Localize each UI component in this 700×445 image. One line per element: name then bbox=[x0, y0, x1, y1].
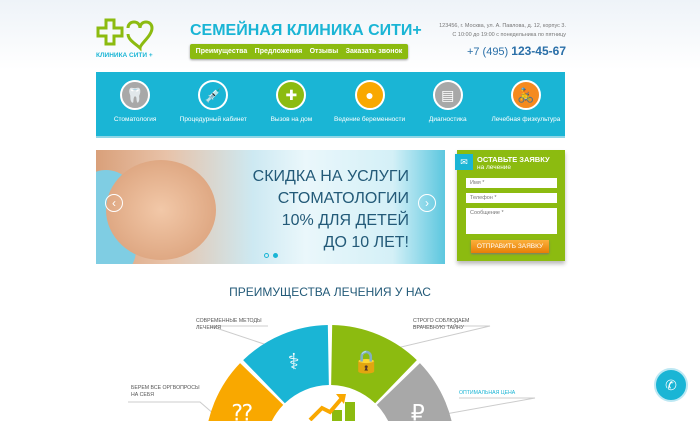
service-label: Ведение беременности bbox=[334, 116, 406, 123]
service-item[interactable]: 🚴 Лечебная физкультура bbox=[487, 72, 565, 136]
service-item[interactable]: ✚ Вызов на дом bbox=[252, 72, 330, 136]
advantage-label-price: ОПТИМАЛЬНАЯ ЦЕНА bbox=[459, 390, 516, 396]
logo-text: КЛИНИКА СИТИ + bbox=[96, 52, 153, 59]
service-item[interactable]: ● Ведение беременности bbox=[331, 72, 409, 136]
service-item[interactable]: 💉 Процедурный кабинет bbox=[174, 72, 252, 136]
bike-icon: 🚴 bbox=[510, 80, 541, 110]
services-bar: 🦷 Стоматология 💉 Процедурный кабинет ✚ Вызов … bbox=[96, 72, 565, 138]
promo-line: СТОМАТОЛОГИИ bbox=[277, 190, 409, 207]
request-form: ✉ ОСТАВЬТЕ ЗАЯВКУ на лечение ОТПРАВИТЬ З… bbox=[455, 150, 565, 261]
phone[interactable]: +7 (495) 123-45-67 bbox=[467, 44, 566, 58]
advantage-segment[interactable] bbox=[205, 363, 284, 421]
site-title: СЕМЕЙНАЯ КЛИНИКА СИТИ+ bbox=[190, 22, 422, 39]
form-subtitle: на лечение bbox=[477, 164, 512, 171]
ambulance-icon: ✉ bbox=[455, 154, 473, 170]
advantage-segment[interactable] bbox=[243, 325, 329, 404]
service-label: Лечебная физкультура bbox=[491, 116, 561, 123]
submit-button[interactable]: ОТПРАВИТЬ ЗАЯВКУ bbox=[471, 240, 549, 253]
slider-dot[interactable] bbox=[264, 253, 269, 258]
advantage-segment[interactable] bbox=[331, 325, 417, 404]
phone-callback-button[interactable]: ✆ bbox=[654, 368, 688, 402]
advantages-wheel: ⁇ ⚕ 🔒 ₽ bbox=[128, 325, 536, 421]
service-label: Процедурный кабинет bbox=[179, 116, 247, 123]
syringe-icon: 💉 bbox=[198, 80, 229, 110]
caduceus-icon: ⚕ bbox=[288, 350, 300, 375]
advantage-segment[interactable] bbox=[376, 363, 455, 421]
phone-input[interactable] bbox=[466, 193, 557, 203]
monitor-icon: ▤ bbox=[432, 80, 463, 110]
service-item[interactable]: ▤ Диагностика bbox=[409, 72, 487, 136]
slider-dot-active[interactable] bbox=[273, 253, 278, 258]
advantage-label-methods: СОВРЕМЕННЫЕ МЕТОДЫ ЛЕЧЕНИЯ bbox=[196, 318, 262, 331]
logo-icon[interactable] bbox=[96, 18, 156, 52]
service-item[interactable]: 🦷 Стоматология bbox=[96, 72, 174, 136]
form-title: ОСТАВЬТЕ ЗАЯВКУ bbox=[477, 155, 550, 164]
message-input[interactable] bbox=[466, 208, 557, 234]
promo-line: СКИДКА НА УСЛУГИ bbox=[252, 168, 409, 185]
leader-line bbox=[209, 325, 289, 353]
menu-advantages[interactable]: Преимущества bbox=[195, 48, 248, 55]
advantage-label-org: БЕРЕМ ВСЕ ОРГВОПРОСЫ НА СЕБЯ bbox=[131, 385, 200, 398]
phone-prefix: +7 (495) bbox=[466, 46, 509, 58]
phone-number: 123-45-67 bbox=[511, 44, 566, 58]
address-block: 123456, г. Москва, ул. А. Павлова, д. 12… bbox=[439, 22, 566, 40]
promo-line: ДО 10 ЛЕТ! bbox=[323, 234, 409, 251]
leader-line bbox=[379, 325, 491, 353]
advantage-label-privacy: СТРОГО СОБЛЮДАЕМ ВРАЧЕБНУЮ ТАЙНУ bbox=[413, 318, 470, 331]
question-icon: ⁇ bbox=[232, 402, 252, 421]
service-label: Вызов на дом bbox=[270, 116, 313, 123]
leader-line bbox=[439, 397, 536, 416]
menu-callback[interactable]: Заказать звонок bbox=[345, 48, 403, 55]
fetus-icon: ● bbox=[354, 80, 385, 110]
hours: С 10:00 до 19:00 с понедельника по пятни… bbox=[452, 32, 566, 38]
ruble-icon: ₽ bbox=[411, 402, 425, 421]
ambulance-icon: ✚ bbox=[276, 80, 307, 110]
advantages-title: ПРЕИМУЩЕСТВА ЛЕЧЕНИЯ У НАС bbox=[229, 285, 431, 299]
lock-icon: 🔒 bbox=[353, 350, 380, 375]
slider-prev-button[interactable]: ‹ bbox=[105, 194, 123, 212]
leader-line bbox=[128, 401, 216, 416]
child-photo bbox=[106, 160, 216, 260]
service-label: Диагностика bbox=[428, 116, 467, 123]
menu-offers[interactable]: Предложения bbox=[254, 48, 303, 55]
promo-slider: СКИДКА НА УСЛУГИ СТОМАТОЛОГИИ 10% ДЛЯ ДЕ… bbox=[96, 150, 445, 264]
name-input[interactable] bbox=[466, 178, 557, 188]
top-menu: Преимущества Предложения Отзывы Заказать… bbox=[190, 44, 408, 59]
service-label: Стоматология bbox=[113, 116, 157, 123]
promo-text: СКИДКА НА УСЛУГИ СТОМАТОЛОГИИ 10% ДЛЯ ДЕ… bbox=[253, 166, 409, 254]
slider-next-button[interactable]: › bbox=[418, 194, 436, 212]
address: 123456, г. Москва, ул. А. Павлова, д. 12… bbox=[439, 23, 566, 29]
promo-line: 10% ДЛЯ ДЕТЕЙ bbox=[281, 212, 409, 229]
tooth-icon: 🦷 bbox=[120, 80, 151, 110]
slider-dots bbox=[264, 253, 278, 258]
menu-reviews[interactable]: Отзывы bbox=[309, 48, 339, 55]
growth-chart-icon bbox=[308, 394, 355, 421]
